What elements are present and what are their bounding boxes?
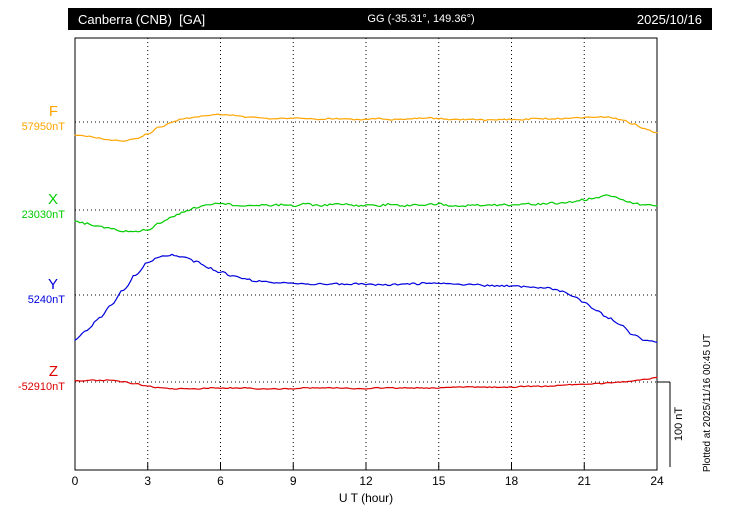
component-Z-labels: Z -52910nT [0, 363, 67, 393]
component-X-letter: X [47, 191, 58, 208]
x-axis-label: U T (hour) [338, 491, 394, 505]
x-tick-label: 9 [289, 474, 297, 488]
trace-X [74, 194, 658, 233]
component-Z-letter: Z [48, 363, 58, 380]
plotted-at-note: Plotted at 2025/11/16 00:45 UT [702, 333, 713, 473]
x-tick-label: 12 [359, 474, 373, 488]
component-Y-labels: Y 5240nT [0, 276, 67, 306]
trace-Y [74, 253, 658, 343]
trace-Z [74, 376, 658, 390]
x-tick-label: 3 [144, 474, 152, 488]
title-bar: Canberra (CNB) [GA] GG (-35.31°, 149.36°… [68, 8, 712, 30]
component-Y-baseline-value: 5240nT [27, 293, 65, 306]
component-X-baseline-value: 23030nT [21, 208, 65, 221]
station-title: Canberra (CNB) [GA] [78, 11, 206, 27]
x-tick-label: 18 [504, 474, 519, 488]
component-Y-letter: Y [47, 276, 58, 293]
x-tick-label: 21 [577, 474, 591, 488]
component-Z-baseline-value: -52910nT [17, 380, 65, 393]
trace-F [74, 113, 658, 142]
geographic-coordinates: GG (-35.31°, 149.36°) [367, 13, 475, 25]
x-tick-label: 15 [432, 474, 446, 488]
x-tick-label: 6 [217, 474, 224, 488]
component-X-labels: X 23030nT [0, 191, 67, 221]
component-F-letter: F [48, 103, 58, 120]
plot-date: 2025/10/16 [636, 11, 702, 27]
x-tick-label: 0 [71, 474, 79, 488]
component-F-labels: F 57950nT [0, 103, 67, 133]
x-tick-label: 24 [650, 474, 664, 488]
scale-bar-label: 100 nT [673, 406, 685, 442]
component-F-baseline-value: 57950nT [21, 120, 65, 133]
